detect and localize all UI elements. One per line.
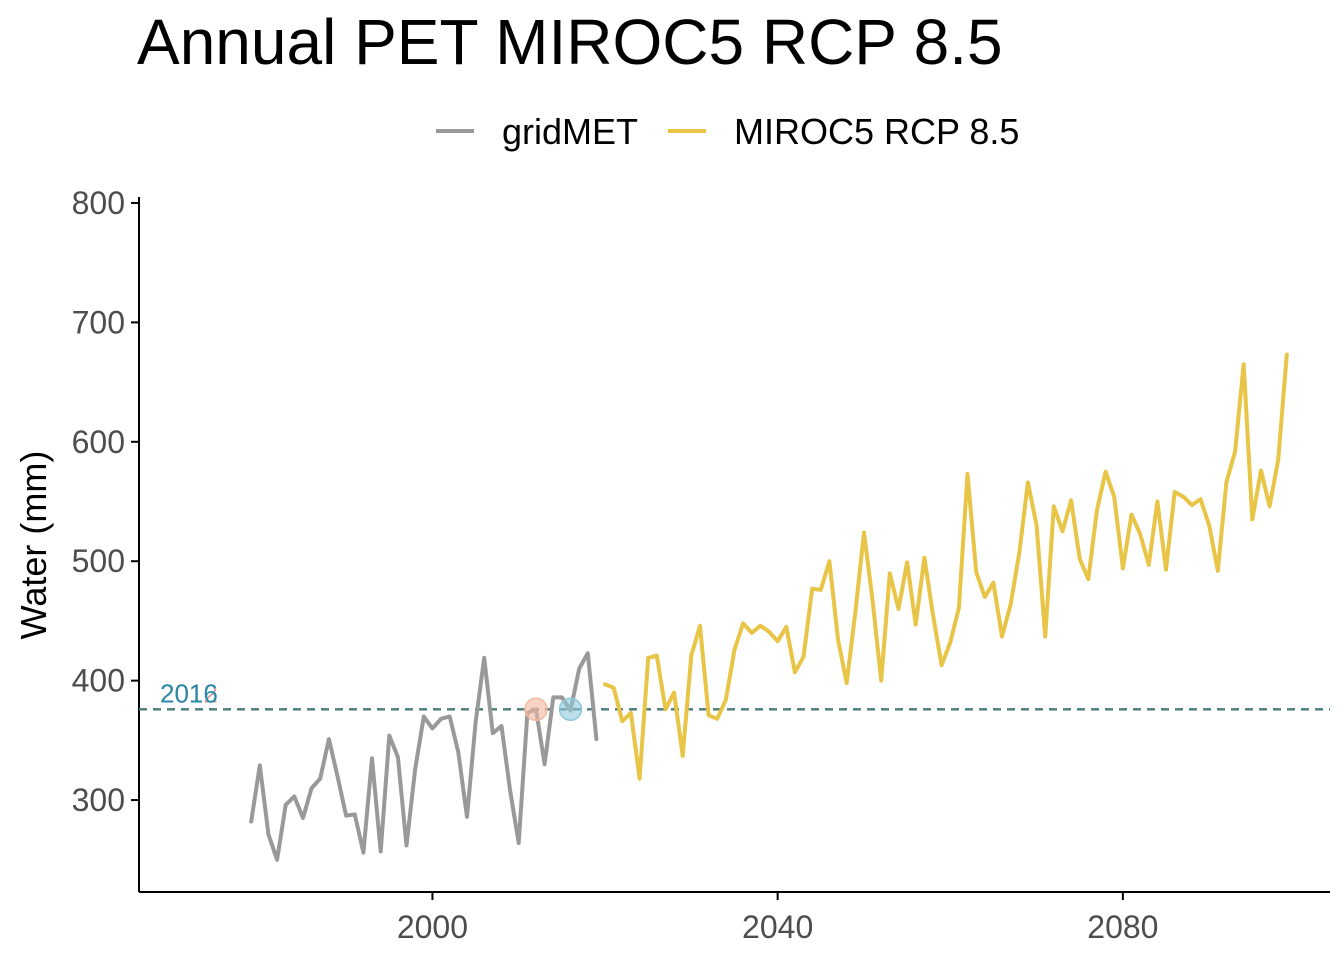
y-tick-label: 300 [72, 782, 125, 818]
y-tick-label: 800 [72, 185, 125, 221]
y-tick-label: 700 [72, 304, 125, 340]
x-tick-label: 2080 [1087, 909, 1158, 945]
legend-label-0: gridMET [502, 111, 638, 152]
series-line-0 [249, 651, 599, 862]
x-ticks: 2000 2040 2080 [397, 892, 1158, 945]
y-axis-title: Water (mm) [13, 451, 54, 640]
series-lines [249, 352, 1289, 862]
series-line-1 [603, 352, 1289, 781]
y-tick-label: 600 [72, 424, 125, 460]
annotation-marker-2016 [558, 697, 583, 722]
y-tick-label: 400 [72, 663, 125, 699]
x-tick-label: 2040 [742, 909, 813, 945]
annotation-label-2016: 2016 [160, 678, 218, 708]
x-tick-label: 2000 [397, 909, 468, 945]
annotation-markers [524, 697, 583, 722]
annotation-label-2012: 2012 [160, 678, 218, 708]
annotation-marker-2012 [524, 697, 548, 722]
y-tick-label: 500 [72, 543, 125, 579]
legend-label-1: MIROC5 RCP 8.5 [734, 111, 1019, 152]
legend: gridMET MIROC5 RCP 8.5 [436, 111, 1019, 152]
chart-title: Annual PET MIROC5 RCP 8.5 [137, 6, 1003, 78]
y-ticks: 300 400 500 600 700 800 [72, 185, 139, 818]
axes [138, 197, 1330, 893]
